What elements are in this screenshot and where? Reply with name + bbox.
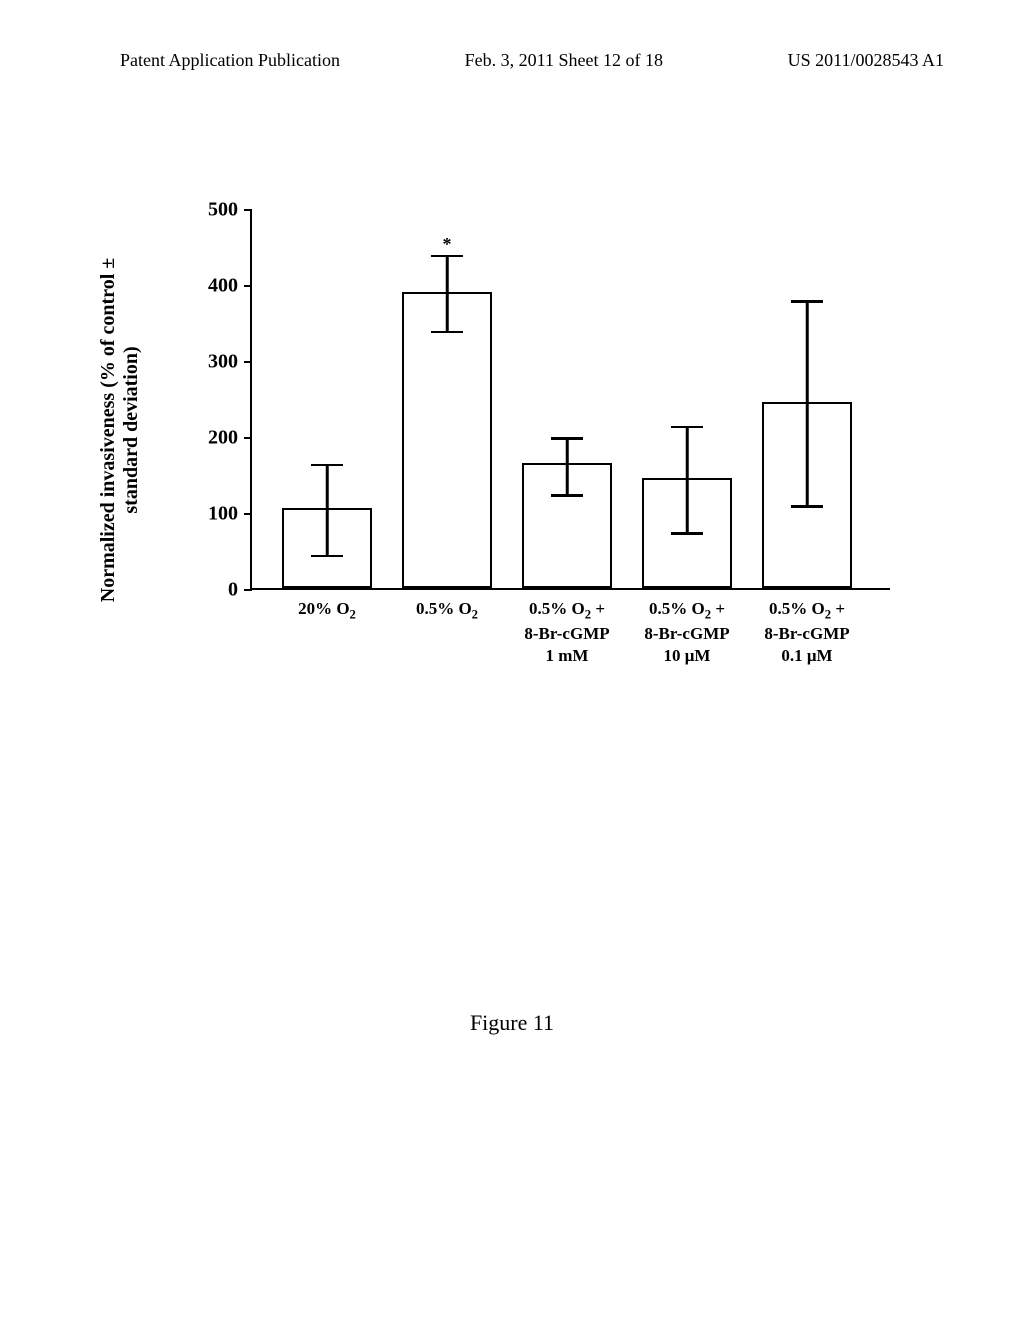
- y-axis-label: Normalized invasiveness (% of control ± …: [97, 240, 143, 620]
- error-bar-line: [686, 427, 689, 533]
- header-right: US 2011/0028543 A1: [788, 50, 944, 71]
- error-bar-cap-bottom: [791, 505, 823, 508]
- figure-caption: Figure 11: [0, 1010, 1024, 1036]
- y-tick-label: 100: [208, 503, 238, 526]
- y-tick: [244, 589, 252, 591]
- y-tick-label: 300: [208, 351, 238, 374]
- error-bar-cap-bottom: [311, 555, 343, 558]
- y-tick-label: 0: [228, 579, 238, 602]
- y-tick: [244, 361, 252, 363]
- error-bar-line: [446, 256, 449, 332]
- error-bar-cap-bottom: [431, 331, 463, 334]
- x-axis-label: 20% O2: [267, 598, 387, 623]
- chart-bar: [402, 292, 492, 588]
- x-axis-label: 0.5% O2 +8-Br-cGMP10 μM: [627, 598, 747, 667]
- error-bar-line: [566, 438, 569, 495]
- header-center: Feb. 3, 2011 Sheet 12 of 18: [465, 50, 663, 71]
- bar-chart: Normalized invasiveness (% of control ± …: [100, 190, 920, 670]
- error-bar-cap-top: [431, 255, 463, 258]
- page-header: Patent Application Publication Feb. 3, 2…: [0, 0, 1024, 71]
- y-tick: [244, 285, 252, 287]
- error-bar-cap-top: [311, 464, 343, 467]
- y-tick-label: 500: [208, 199, 238, 222]
- error-bar-cap-top: [551, 437, 583, 440]
- x-axis-label: 0.5% O2 +8-Br-cGMP1 mM: [507, 598, 627, 667]
- y-tick-label: 200: [208, 427, 238, 450]
- x-axis-label: 0.5% O2 +8-Br-cGMP0.1 μM: [747, 598, 867, 667]
- y-tick: [244, 513, 252, 515]
- header-left: Patent Application Publication: [120, 50, 340, 71]
- error-bar-line: [326, 465, 329, 556]
- significance-marker: *: [443, 234, 452, 255]
- y-tick: [244, 437, 252, 439]
- error-bar-cap-top: [791, 300, 823, 303]
- y-tick: [244, 209, 252, 211]
- plot-area: 010020030040050020% O2*0.5% O20.5% O2 +8…: [250, 210, 890, 590]
- error-bar-line: [806, 301, 809, 506]
- error-bar-cap-top: [671, 426, 703, 429]
- error-bar-cap-bottom: [671, 532, 703, 535]
- error-bar-cap-bottom: [551, 494, 583, 497]
- x-axis-label: 0.5% O2: [387, 598, 507, 623]
- y-tick-label: 400: [208, 275, 238, 298]
